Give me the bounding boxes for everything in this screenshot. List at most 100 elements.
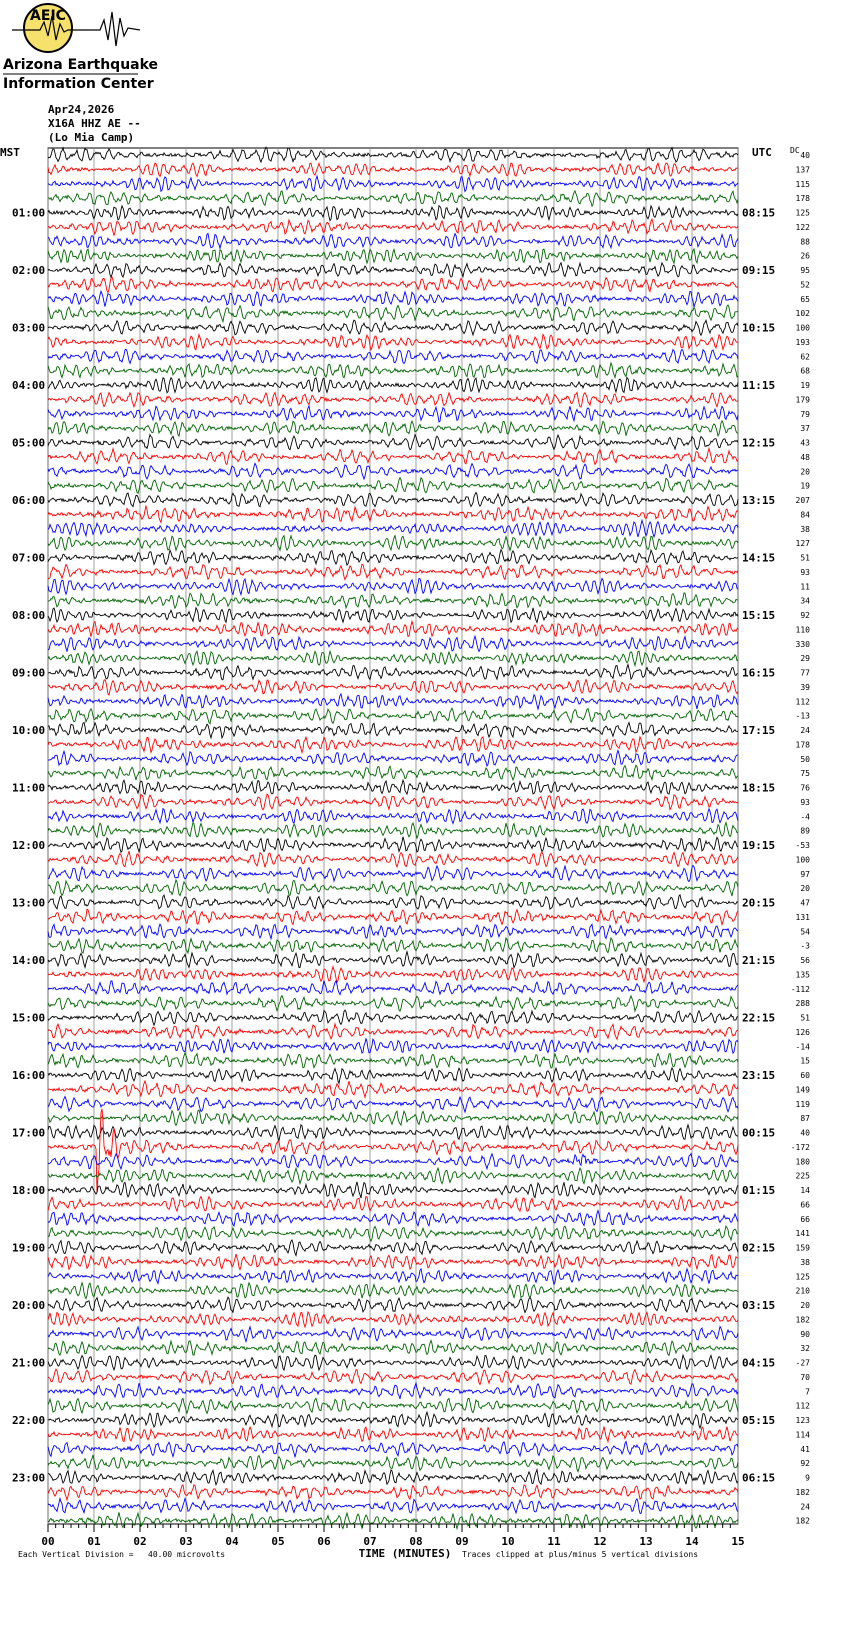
trace <box>47 1368 739 1386</box>
x-tick-label: 13 <box>639 1535 652 1548</box>
dc-value: 32 <box>800 1344 810 1353</box>
dc-value: -4 <box>800 812 810 821</box>
trace <box>47 563 739 581</box>
dc-value: 66 <box>800 1215 810 1224</box>
right-label: 11:15 <box>742 379 775 392</box>
trace <box>47 146 739 164</box>
right-label: 22:15 <box>742 1012 775 1025</box>
right-header: UTC <box>752 146 772 159</box>
dc-value: 87 <box>800 1114 810 1123</box>
left-label: 08:00 <box>12 609 45 622</box>
dc-value: 24 <box>800 726 810 735</box>
right-label: 02:15 <box>742 1242 775 1255</box>
left-label: 23:00 <box>12 1472 45 1485</box>
logo-wave <box>12 11 141 47</box>
dc-value: -27 <box>796 1359 811 1368</box>
dc-value: 65 <box>800 295 810 304</box>
trace <box>47 634 739 653</box>
dc-value: 76 <box>800 784 810 793</box>
trace <box>47 1310 739 1329</box>
trace <box>47 592 739 610</box>
dc-value: 54 <box>800 927 810 936</box>
dc-value: 26 <box>800 252 810 261</box>
dc-value: 178 <box>796 194 811 203</box>
logo-line: Information Center <box>3 76 154 92</box>
trace <box>47 908 739 927</box>
x-tick-label: 03 <box>179 1535 192 1548</box>
trace <box>47 1166 739 1186</box>
left-label: 14:00 <box>12 954 45 967</box>
trace <box>47 476 739 495</box>
trace <box>47 850 739 869</box>
trace <box>47 1009 739 1027</box>
logo-circle <box>23 3 73 53</box>
trace <box>47 1079 739 1100</box>
dc-value: -13 <box>796 712 811 721</box>
dc-value: 19 <box>800 381 810 390</box>
footer-left: Each Vertical Division = 40.00 microvolt… <box>18 1550 225 1559</box>
dc-value: 24 <box>800 1502 810 1511</box>
trace <box>47 807 739 825</box>
dc-value: 102 <box>796 309 811 318</box>
dc-value: 47 <box>800 899 810 908</box>
dc-value: 60 <box>800 1071 810 1080</box>
trace <box>48 721 739 740</box>
dc-value: 38 <box>800 1258 810 1267</box>
site: (Lo Mia Camp) <box>48 131 134 144</box>
left-header: MST <box>0 146 20 159</box>
right-label: 05:15 <box>742 1414 775 1427</box>
right-label: 17:15 <box>742 724 775 737</box>
trace <box>47 1410 739 1430</box>
dc-value: 50 <box>800 755 810 764</box>
trace <box>47 232 739 251</box>
dc-value: 40 <box>800 151 810 160</box>
left-label: 04:00 <box>12 379 45 392</box>
dc-value: -14 <box>796 1042 811 1051</box>
trace <box>47 1066 738 1085</box>
right-label: 00:15 <box>742 1127 775 1140</box>
left-label: 03:00 <box>12 322 45 335</box>
left-label: 11:00 <box>12 782 45 795</box>
trace <box>47 1152 739 1171</box>
right-label: 18:15 <box>742 782 775 795</box>
date: Apr24,2026 <box>48 103 115 116</box>
dc-value: 97 <box>800 870 810 879</box>
dc-value: 15 <box>800 1057 810 1066</box>
trace <box>47 649 739 668</box>
trace <box>47 318 739 337</box>
x-tick-label: 08 <box>409 1535 422 1548</box>
dc-value: 119 <box>796 1100 811 1109</box>
trace <box>47 820 739 840</box>
dc-value: 114 <box>796 1430 811 1439</box>
x-tick-label: 02 <box>133 1535 146 1548</box>
dc-value: 330 <box>796 640 811 649</box>
trace <box>47 1037 739 1055</box>
trace <box>47 606 739 624</box>
left-label: 20:00 <box>12 1299 45 1312</box>
dc-value: 77 <box>800 669 810 678</box>
trace <box>47 161 739 178</box>
left-label: 18:00 <box>12 1184 45 1197</box>
dc-value: 125 <box>796 209 811 218</box>
dc-value: 126 <box>796 1028 811 1037</box>
dc-value: 112 <box>796 697 811 706</box>
dc-value: -172 <box>791 1143 810 1152</box>
dc-value: 288 <box>796 999 811 1008</box>
trace <box>47 433 739 451</box>
dc-value: 180 <box>796 1157 811 1166</box>
right-label: 15:15 <box>742 609 775 622</box>
left-label: 19:00 <box>12 1242 45 1255</box>
logo-line: Arizona Earthquake <box>3 57 158 73</box>
left-label: 10:00 <box>12 724 45 737</box>
trace <box>47 174 739 193</box>
left-label: 15:00 <box>12 1012 45 1025</box>
dc-value: 135 <box>796 970 811 979</box>
trace <box>47 1353 739 1372</box>
trace <box>47 548 739 567</box>
trace <box>47 1051 739 1069</box>
trace <box>47 419 739 438</box>
x-axis-title: TIME (MINUTES) <box>359 1547 452 1560</box>
dc-value: 75 <box>800 769 810 778</box>
trace <box>47 965 739 984</box>
